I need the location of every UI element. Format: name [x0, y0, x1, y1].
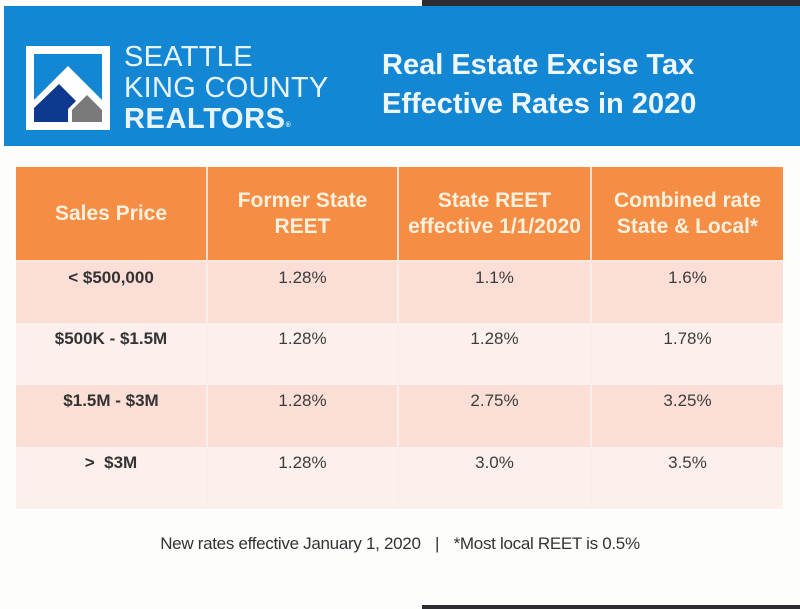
trademark-mark: ® [285, 122, 292, 129]
title-line-2: Effective Rates in 2020 [382, 88, 697, 120]
header-combined-rate: Combined rate State & Local* [591, 167, 783, 261]
brand-line-seattle: SEATTLE [124, 41, 253, 73]
header-former-state-reet: Former State REET [207, 167, 399, 261]
footer-local-reet-note: *Most local REET is 0.5% [453, 534, 640, 553]
cell-state-reet-2020: 2.75% [398, 385, 592, 447]
top-dark-bar [422, 0, 800, 6]
table-row: < $500,000 1.28% 1.1% 1.6% [16, 260, 783, 323]
footer-separator: | [435, 534, 440, 553]
bottom-dark-bar [422, 605, 800, 609]
cell-former-state-reet: 1.28% [207, 447, 399, 509]
page-title: Real Estate Excise Tax Effective Rates i… [382, 46, 762, 124]
footer-note: New rates effective January 1, 2020 | *M… [0, 534, 800, 554]
cell-sales-price: < $500,000 [16, 260, 208, 323]
header-banner: SEATTLE KING COUNTY REALTORS® Real Estat… [4, 6, 800, 146]
cell-sales-price: > $3M [16, 447, 208, 509]
cell-state-reet-2020: 3.0% [398, 447, 592, 509]
cell-former-state-reet: 1.28% [207, 323, 399, 385]
brand-line-king-county: KING COUNTY [124, 72, 329, 104]
cell-former-state-reet: 1.28% [207, 260, 399, 323]
table-row: $500K - $1.5M 1.28% 1.28% 1.78% [16, 323, 783, 385]
house-logo-icon [26, 46, 110, 130]
brand-realtors-text: REALTORS [124, 103, 286, 135]
table-row: > $3M 1.28% 3.0% 3.5% [16, 447, 783, 509]
table-header-row: Sales Price Former State REET State REET… [16, 167, 783, 261]
cell-state-reet-2020: 1.28% [398, 323, 592, 385]
cell-combined-rate: 3.5% [591, 447, 783, 509]
cell-sales-price: $1.5M - $3M [16, 385, 208, 447]
cell-combined-rate: 1.6% [591, 260, 783, 323]
cell-combined-rate: 1.78% [591, 323, 783, 385]
cell-state-reet-2020: 1.1% [398, 260, 592, 323]
brand-logo-text: SEATTLE KING COUNTY REALTORS® [124, 42, 329, 135]
title-line-1: Real Estate Excise Tax [382, 49, 695, 81]
header-state-reet-2020: State REET effective 1/1/2020 [398, 167, 592, 261]
footer-effective-date: New rates effective January 1, 2020 [160, 534, 421, 553]
reet-rates-table: Sales Price Former State REET State REET… [16, 167, 783, 509]
cell-sales-price: $500K - $1.5M [16, 323, 208, 385]
cell-former-state-reet: 1.28% [207, 385, 399, 447]
cell-combined-rate: 3.25% [591, 385, 783, 447]
brand-line-realtors: REALTORS® [124, 104, 329, 135]
table-row: $1.5M - $3M 1.28% 2.75% 3.25% [16, 385, 783, 447]
header-sales-price: Sales Price [16, 167, 208, 261]
